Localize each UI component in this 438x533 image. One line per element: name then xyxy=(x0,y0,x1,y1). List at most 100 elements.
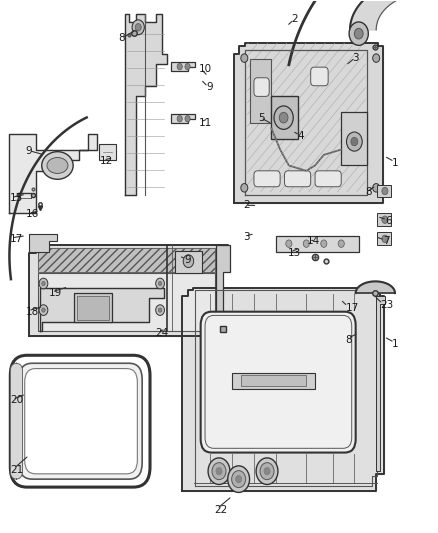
Circle shape xyxy=(279,112,288,123)
Circle shape xyxy=(346,132,362,151)
Text: 19: 19 xyxy=(49,288,62,298)
Circle shape xyxy=(236,475,242,483)
Circle shape xyxy=(382,216,388,223)
FancyBboxPatch shape xyxy=(254,78,269,96)
Text: 10: 10 xyxy=(198,64,212,74)
Polygon shape xyxy=(356,281,395,293)
Text: 4: 4 xyxy=(297,131,304,141)
Circle shape xyxy=(354,28,363,39)
Circle shape xyxy=(177,116,182,122)
Circle shape xyxy=(42,308,45,312)
Circle shape xyxy=(212,463,226,480)
FancyBboxPatch shape xyxy=(285,171,311,187)
Circle shape xyxy=(241,183,248,192)
Polygon shape xyxy=(182,288,384,491)
Text: 9: 9 xyxy=(25,146,32,156)
Circle shape xyxy=(39,305,48,316)
FancyBboxPatch shape xyxy=(201,312,356,453)
Circle shape xyxy=(155,305,164,316)
Circle shape xyxy=(232,471,246,488)
Circle shape xyxy=(208,458,230,484)
Polygon shape xyxy=(341,112,367,165)
Circle shape xyxy=(373,54,380,62)
Circle shape xyxy=(135,23,141,31)
Polygon shape xyxy=(377,184,392,197)
Text: 11: 11 xyxy=(198,118,212,128)
Polygon shape xyxy=(171,62,195,71)
Polygon shape xyxy=(29,245,228,336)
Circle shape xyxy=(321,240,327,247)
Polygon shape xyxy=(376,296,385,471)
Circle shape xyxy=(382,187,388,195)
Circle shape xyxy=(303,240,309,247)
Circle shape xyxy=(132,20,145,35)
Text: 8: 8 xyxy=(346,335,352,345)
Text: 3: 3 xyxy=(352,53,359,63)
Polygon shape xyxy=(10,134,97,213)
FancyBboxPatch shape xyxy=(25,368,138,474)
Polygon shape xyxy=(99,144,117,160)
Polygon shape xyxy=(216,245,230,332)
Circle shape xyxy=(158,281,162,286)
Text: 24: 24 xyxy=(155,328,169,338)
Polygon shape xyxy=(234,43,383,203)
Polygon shape xyxy=(241,375,306,386)
FancyBboxPatch shape xyxy=(254,171,280,187)
Text: 1: 1 xyxy=(392,158,398,168)
Circle shape xyxy=(260,463,274,480)
Text: 14: 14 xyxy=(306,236,320,246)
Circle shape xyxy=(264,467,270,475)
Polygon shape xyxy=(250,59,272,123)
Text: 13: 13 xyxy=(288,248,301,258)
Text: 18: 18 xyxy=(26,306,39,317)
Text: 8: 8 xyxy=(365,187,372,197)
FancyBboxPatch shape xyxy=(11,364,22,479)
Polygon shape xyxy=(232,373,315,389)
Text: 2: 2 xyxy=(291,14,298,25)
Text: 8: 8 xyxy=(119,33,125,43)
Text: 15: 15 xyxy=(10,193,23,204)
Text: 17: 17 xyxy=(10,234,23,244)
Polygon shape xyxy=(77,296,109,320)
Bar xyxy=(38,248,215,272)
Polygon shape xyxy=(377,232,392,245)
Ellipse shape xyxy=(47,158,68,173)
Circle shape xyxy=(382,235,388,243)
Polygon shape xyxy=(125,14,166,195)
Circle shape xyxy=(155,278,164,289)
Text: 9: 9 xyxy=(184,255,191,265)
Circle shape xyxy=(351,138,358,146)
Circle shape xyxy=(286,240,292,247)
Polygon shape xyxy=(377,213,392,226)
Text: 1: 1 xyxy=(392,338,398,349)
Text: 9: 9 xyxy=(206,82,212,92)
Circle shape xyxy=(185,116,190,122)
Circle shape xyxy=(256,458,278,484)
Polygon shape xyxy=(29,233,57,252)
Text: 3: 3 xyxy=(243,232,250,243)
Text: 6: 6 xyxy=(385,216,392,227)
Text: 7: 7 xyxy=(383,236,389,246)
Text: 22: 22 xyxy=(215,505,228,515)
Ellipse shape xyxy=(42,152,73,179)
Polygon shape xyxy=(276,236,359,252)
FancyBboxPatch shape xyxy=(19,364,142,479)
Text: 21: 21 xyxy=(11,465,24,474)
Text: 5: 5 xyxy=(258,112,265,123)
Polygon shape xyxy=(38,248,215,272)
Circle shape xyxy=(42,281,45,286)
Circle shape xyxy=(216,467,222,475)
Circle shape xyxy=(177,63,182,70)
Circle shape xyxy=(241,54,248,62)
Circle shape xyxy=(349,22,368,45)
Circle shape xyxy=(338,240,344,247)
Circle shape xyxy=(373,183,380,192)
Circle shape xyxy=(185,63,190,70)
Polygon shape xyxy=(74,293,112,322)
Polygon shape xyxy=(38,273,215,332)
FancyBboxPatch shape xyxy=(311,67,328,86)
Circle shape xyxy=(228,466,250,492)
Polygon shape xyxy=(271,96,297,139)
Text: 2: 2 xyxy=(243,200,250,211)
Text: 23: 23 xyxy=(381,300,394,310)
